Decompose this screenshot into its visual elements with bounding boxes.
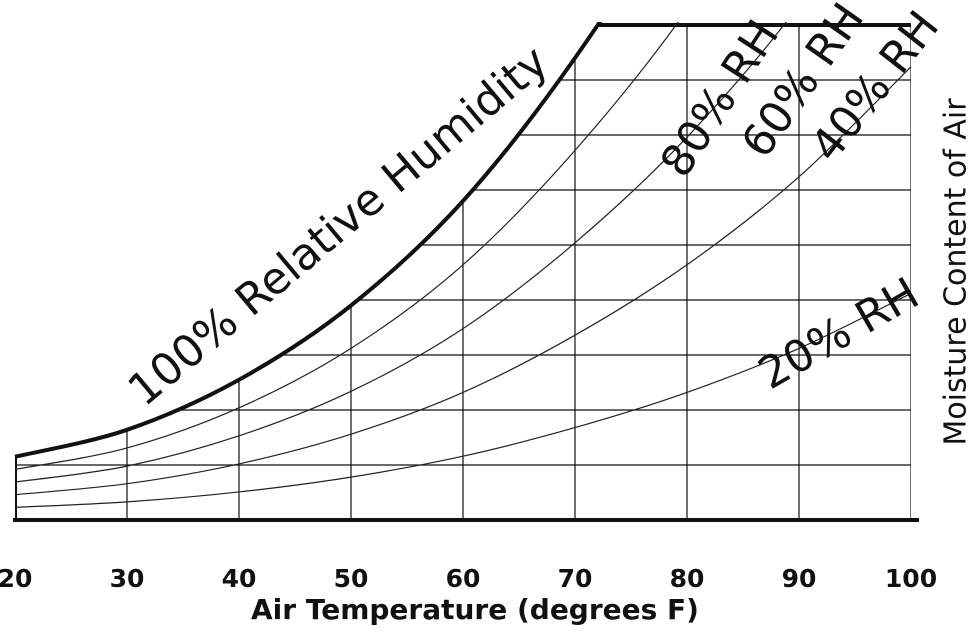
x-tick-label: 100 xyxy=(885,564,937,593)
x-tick-label: 60 xyxy=(446,564,481,593)
x-tick-label: 30 xyxy=(110,564,145,593)
rh-curve xyxy=(14,66,912,496)
rh-curve xyxy=(14,22,679,470)
curves xyxy=(14,22,912,508)
rh-curve xyxy=(14,22,787,483)
x-tick-label: 50 xyxy=(334,564,369,593)
curve-label: 100% Relative Humidity xyxy=(119,36,558,416)
rh-curve xyxy=(14,22,603,459)
x-tick-label: 90 xyxy=(782,564,817,593)
y-axis-label: Moisture Content of Air xyxy=(939,98,974,446)
rh-curve xyxy=(14,292,912,508)
x-tick-label: 80 xyxy=(670,564,705,593)
curve-label: 20% RH xyxy=(750,268,927,400)
x-tick-label: 40 xyxy=(222,564,257,593)
x-tick-label: 70 xyxy=(558,564,593,593)
x-axis-label: Air Temperature (degrees F) xyxy=(251,593,699,626)
x-tick-label: 20 xyxy=(0,564,32,593)
